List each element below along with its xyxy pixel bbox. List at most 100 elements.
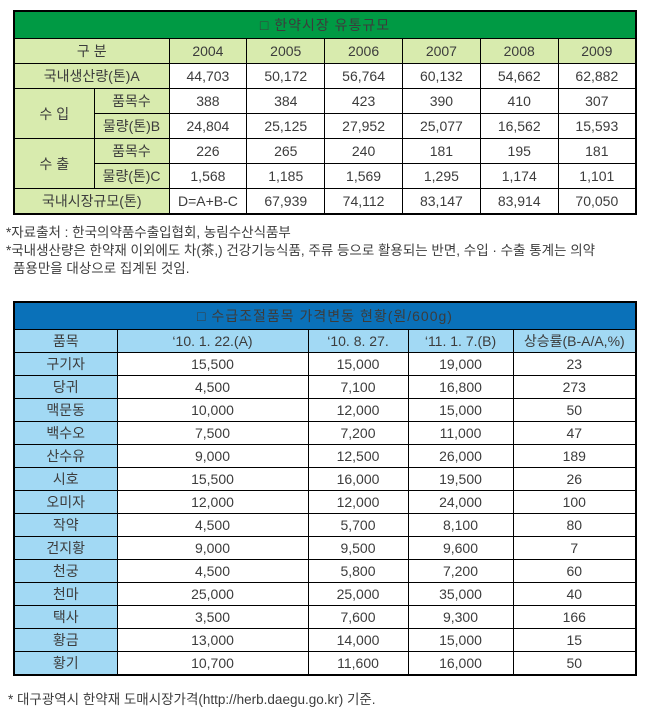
table-row: 황기 10,700 11,600 16,000 50 xyxy=(13,651,637,676)
row-label-import: 수 입 xyxy=(13,88,95,139)
year-header: 2004 xyxy=(168,38,248,64)
column-header-item: 품목 xyxy=(13,329,118,353)
item-name-cell: 시호 xyxy=(13,467,118,491)
value-cell: 12,500 xyxy=(307,444,409,468)
value-cell: 56,764 xyxy=(324,63,403,89)
table2-title-row: □ 수급조절품목 가격변동 현황(원/600g) xyxy=(13,301,637,330)
value-cell: 13,000 xyxy=(116,628,309,652)
table-row: 천마 25,000 25,000 35,000 40 xyxy=(13,582,637,606)
value-cell: 1,185 xyxy=(246,163,326,189)
value-cell: 12,000 xyxy=(307,490,409,514)
table1-header-row: 구 분 2004 2005 2006 2007 2008 2009 xyxy=(13,38,637,64)
value-cell: 15 xyxy=(512,628,637,652)
row-label-export: 수 출 xyxy=(13,138,95,189)
value-cell: 16,562 xyxy=(479,113,559,139)
value-cell: 423 xyxy=(324,88,403,114)
item-name-cell: 산수유 xyxy=(13,444,118,468)
value-cell: 16,800 xyxy=(407,375,514,399)
table-row: 백수오 7,500 7,200 11,000 47 xyxy=(13,421,637,445)
value-cell: 19,500 xyxy=(407,467,514,491)
value-cell: 60 xyxy=(512,559,637,583)
value-cell: 10,700 xyxy=(116,651,309,676)
herbal-market-table: □ 한약시장 유통규모 구 분 2004 2005 2006 2007 2008… xyxy=(13,10,637,215)
value-cell: 4,500 xyxy=(116,375,309,399)
column-header-gubun: 구 분 xyxy=(13,38,170,64)
row-label-export-volume: 물량(톤)C xyxy=(93,163,170,189)
item-name-cell: 작약 xyxy=(13,513,118,537)
value-cell: 12,000 xyxy=(307,398,409,422)
value-cell: 25,125 xyxy=(246,113,326,139)
value-cell: 15,000 xyxy=(407,398,514,422)
value-cell: 60,132 xyxy=(401,63,481,89)
item-name-cell: 구기자 xyxy=(13,352,118,376)
value-cell: 7,100 xyxy=(307,375,409,399)
item-name-cell: 맥문동 xyxy=(13,398,118,422)
table-row: 당귀 4,500 7,100 16,800 273 xyxy=(13,375,637,399)
formula-cell: D=A+B-C xyxy=(168,188,248,215)
value-cell: 24,804 xyxy=(168,113,248,139)
table2-title: □ 수급조절품목 가격변동 현황(원/600g) xyxy=(13,301,637,330)
row-label-production: 국내생산량(톤)A xyxy=(13,63,170,89)
table-row: 시호 15,500 16,000 19,500 26 xyxy=(13,467,637,491)
row-label-export-items: 품목수 xyxy=(93,138,170,164)
value-cell: 15,000 xyxy=(307,352,409,376)
value-cell: 11,600 xyxy=(307,651,409,676)
row-label-import-items: 품목수 xyxy=(93,88,170,114)
value-cell: 27,952 xyxy=(324,113,403,139)
value-cell: 54,662 xyxy=(479,63,559,89)
value-cell: 83,147 xyxy=(401,188,481,215)
item-name-cell: 건지황 xyxy=(13,536,118,560)
production-row: 국내생산량(톤)A 44,703 50,172 56,764 60,132 54… xyxy=(13,63,637,89)
value-cell: 384 xyxy=(246,88,326,114)
item-name-cell: 천마 xyxy=(13,582,118,606)
value-cell: 265 xyxy=(246,138,326,164)
value-cell: 307 xyxy=(557,88,637,114)
value-cell: 15,500 xyxy=(116,467,309,491)
column-header-date-b: ‘11. 1. 7.(B) xyxy=(407,329,514,353)
value-cell: 11,000 xyxy=(407,421,514,445)
value-cell: 181 xyxy=(401,138,481,164)
value-cell: 273 xyxy=(512,375,637,399)
table-row: 택사 3,500 7,600 9,300 166 xyxy=(13,605,637,629)
table2-header-row: 품목 ‘10. 1. 22.(A) ‘10. 8. 27. ‘11. 1. 7.… xyxy=(13,329,637,353)
value-cell: 62,882 xyxy=(557,63,637,89)
value-cell: 240 xyxy=(324,138,403,164)
table-row: 맥문동 10,000 12,000 15,000 50 xyxy=(13,398,637,422)
value-cell: 74,112 xyxy=(324,188,403,215)
item-name-cell: 당귀 xyxy=(13,375,118,399)
value-cell: 390 xyxy=(401,88,481,114)
value-cell: 9,500 xyxy=(307,536,409,560)
table-row: 황금 13,000 14,000 15,000 15 xyxy=(13,628,637,652)
column-header-date-mid: ‘10. 8. 27. xyxy=(307,329,409,353)
item-name-cell: 백수오 xyxy=(13,421,118,445)
footnote-source: *자료출처 : 한국의약품수출입협회, 농림수산식품부 xyxy=(6,225,291,240)
row-label-import-volume: 물량(톤)B xyxy=(93,113,170,139)
value-cell: 25,000 xyxy=(116,582,309,606)
value-cell: 25,000 xyxy=(307,582,409,606)
table-row: 건지황 9,000 9,500 9,600 7 xyxy=(13,536,637,560)
value-cell: 47 xyxy=(512,421,637,445)
value-cell: 67,939 xyxy=(246,188,326,215)
value-cell: 3,500 xyxy=(116,605,309,629)
table-row: 오미자 12,000 12,000 24,000 100 xyxy=(13,490,637,514)
value-cell: 181 xyxy=(557,138,637,164)
value-cell: 15,500 xyxy=(116,352,309,376)
value-cell: 9,000 xyxy=(116,444,309,468)
value-cell: 26,000 xyxy=(407,444,514,468)
item-name-cell: 황금 xyxy=(13,628,118,652)
footnote-caveat-line1: *국내생산량은 한약재 이외에도 차(茶,) 건강기능식품, 주류 등으로 활용… xyxy=(6,243,596,258)
value-cell: 7,200 xyxy=(307,421,409,445)
value-cell: 50 xyxy=(512,398,637,422)
value-cell: 26 xyxy=(512,467,637,491)
value-cell: 14,000 xyxy=(307,628,409,652)
value-cell: 10,000 xyxy=(116,398,309,422)
value-cell: 410 xyxy=(479,88,559,114)
item-name-cell: 오미자 xyxy=(13,490,118,514)
value-cell: 23 xyxy=(512,352,637,376)
value-cell: 1,101 xyxy=(557,163,637,189)
value-cell: 19,000 xyxy=(407,352,514,376)
value-cell: 1,174 xyxy=(479,163,559,189)
item-name-cell: 택사 xyxy=(13,605,118,629)
value-cell: 9,000 xyxy=(116,536,309,560)
value-cell: 189 xyxy=(512,444,637,468)
